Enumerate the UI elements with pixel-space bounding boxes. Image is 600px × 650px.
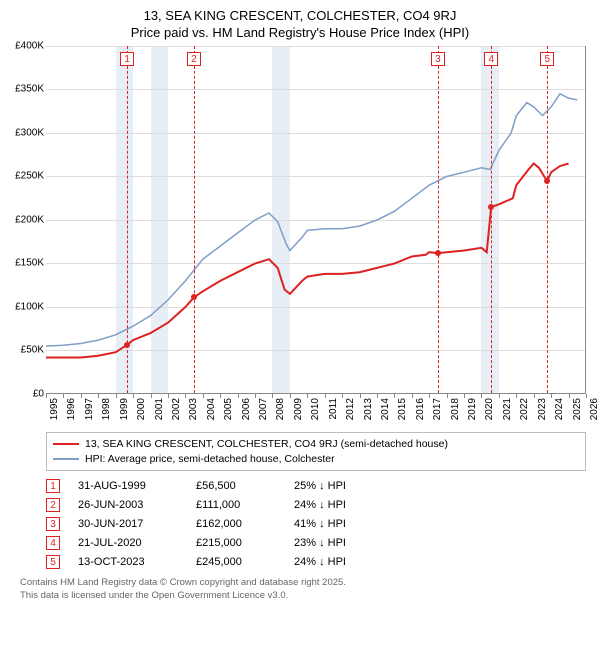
x-tick-label: 2013 [363, 398, 374, 420]
x-tick-label: 2010 [310, 398, 321, 420]
event-marker-3: 3 [431, 52, 445, 66]
event-marker-2: 2 [187, 52, 201, 66]
legend-box: 13, SEA KING CRESCENT, COLCHESTER, CO4 9… [46, 432, 586, 471]
x-tick-label: 2006 [241, 398, 252, 420]
series-hpi [46, 94, 577, 346]
footer-line2: This data is licensed under the Open Gov… [20, 590, 586, 602]
x-tick-label: 1998 [101, 398, 112, 420]
y-tick-label: £250K [15, 171, 44, 182]
x-tick-label: 2025 [572, 398, 583, 420]
x-tick-label: 2018 [450, 398, 461, 420]
x-tick-label: 2017 [432, 398, 443, 420]
x-axis: 1995 1996 1997 1998 1999 2000 2001 2002 2003 2004… [46, 394, 586, 426]
y-tick-label: £150K [15, 258, 44, 269]
event-dot-5 [544, 178, 550, 184]
chart-title-line2: Price paid vs. HM Land Registry's House … [10, 25, 590, 40]
x-tick-label: 2015 [397, 398, 408, 420]
x-tick-label: 2022 [519, 398, 530, 420]
x-tick-label: 2008 [275, 398, 286, 420]
x-tick-label: 2012 [345, 398, 356, 420]
event-marker-4: 4 [484, 52, 498, 66]
y-tick-label: £0 [33, 388, 44, 399]
y-tick-label: £350K [15, 84, 44, 95]
y-tick-label: £300K [15, 127, 44, 138]
event-marker-1: 1 [120, 52, 134, 66]
x-tick-label: 2004 [206, 398, 217, 420]
x-tick-label: 2026 [589, 398, 600, 420]
legend-item: HPI: Average price, semi-detached house,… [53, 452, 579, 467]
x-tick-label: 2003 [188, 398, 199, 420]
x-tick-label: 2023 [537, 398, 548, 420]
event-dot-4 [488, 204, 494, 210]
y-tick-label: £200K [15, 214, 44, 225]
event-dot-1 [124, 342, 130, 348]
table-row: 226-JUN-2003£111,00024% ↓ HPI [46, 498, 586, 512]
table-row: 421-JUL-2020£215,00023% ↓ HPI [46, 536, 586, 550]
table-row: 513-OCT-2023£245,00024% ↓ HPI [46, 555, 586, 569]
chart-title-line1: 13, SEA KING CRESCENT, COLCHESTER, CO4 9… [10, 8, 590, 25]
x-tick-label: 2009 [293, 398, 304, 420]
x-tick-label: 2020 [484, 398, 495, 420]
x-tick-label: 2019 [467, 398, 478, 420]
event-dot-2 [191, 294, 197, 300]
event-dot-3 [435, 250, 441, 256]
x-tick-label: 2001 [154, 398, 165, 420]
legend-item: 13, SEA KING CRESCENT, COLCHESTER, CO4 9… [53, 437, 579, 452]
events-table: 131-AUG-1999£56,50025% ↓ HPI 226-JUN-2003… [46, 479, 586, 569]
x-tick-label: 1995 [49, 398, 60, 420]
x-tick-label: 1999 [119, 398, 130, 420]
x-tick-label: 2000 [136, 398, 147, 420]
x-tick-label: 1997 [84, 398, 95, 420]
footer-line1: Contains HM Land Registry data © Crown c… [20, 577, 586, 589]
y-axis: £0£50K£100K£150K£200K£250K£300K£350K£400… [10, 46, 46, 394]
x-tick-label: 2011 [328, 398, 339, 420]
table-row: 131-AUG-1999£56,50025% ↓ HPI [46, 479, 586, 493]
y-tick-label: £100K [15, 301, 44, 312]
x-tick-label: 2005 [223, 398, 234, 420]
x-tick-label: 2021 [502, 398, 513, 420]
footer-attribution: Contains HM Land Registry data © Crown c… [20, 577, 586, 602]
x-tick-label: 2014 [380, 398, 391, 420]
x-tick-label: 2002 [171, 398, 182, 420]
y-tick-label: £400K [15, 40, 44, 51]
event-marker-5: 5 [540, 52, 554, 66]
y-tick-label: £50K [21, 345, 44, 356]
chart-area: £0£50K£100K£150K£200K£250K£300K£350K£400… [10, 46, 590, 426]
x-tick-label: 2007 [258, 398, 269, 420]
table-row: 330-JUN-2017£162,00041% ↓ HPI [46, 517, 586, 531]
series-price_paid [46, 163, 569, 357]
x-tick-label: 2016 [415, 398, 426, 420]
x-tick-label: 2024 [554, 398, 565, 420]
plot-area: 1 2 3 4 5 [46, 46, 586, 394]
x-tick-label: 1996 [66, 398, 77, 420]
